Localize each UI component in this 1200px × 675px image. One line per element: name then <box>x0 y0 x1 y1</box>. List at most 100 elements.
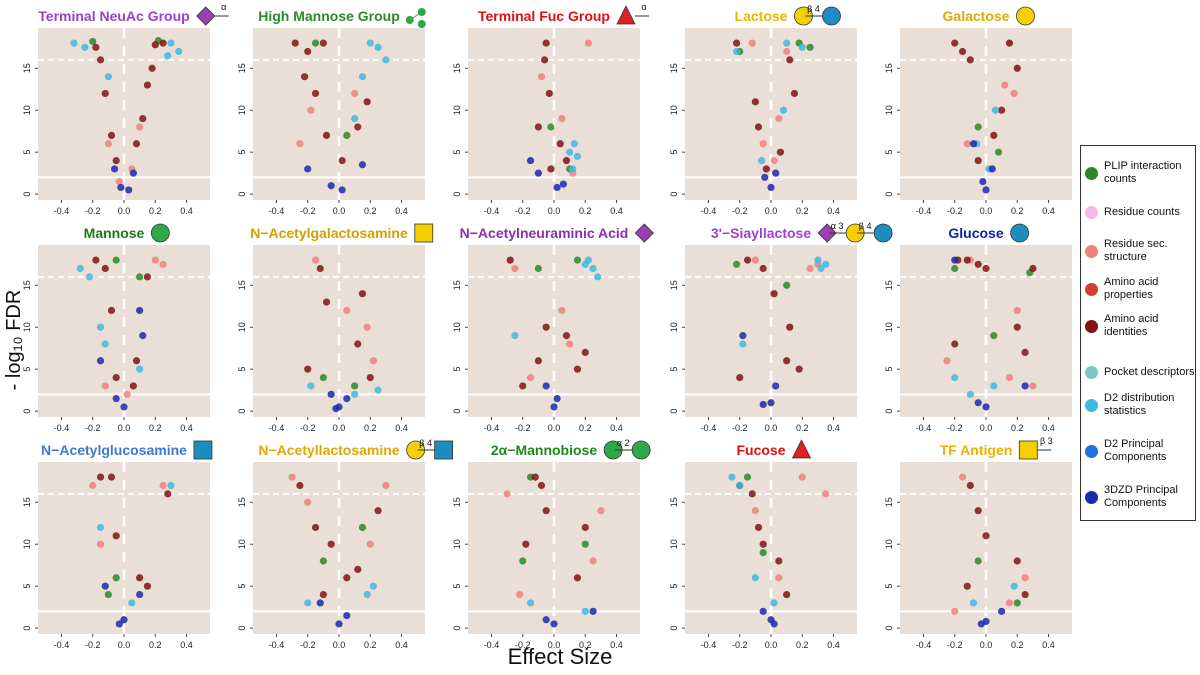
x-tick-label: 0.2 <box>149 206 162 216</box>
point <box>751 574 759 582</box>
point <box>770 599 778 607</box>
point <box>772 382 780 390</box>
legend-swatch <box>1085 282 1098 296</box>
point <box>319 373 327 382</box>
point <box>943 357 951 365</box>
point <box>1013 306 1021 315</box>
linkage-label: α <box>221 2 226 12</box>
point <box>112 373 120 382</box>
point <box>584 39 593 47</box>
x-tick-label: 0.0 <box>118 640 131 650</box>
y-tick-label: 10 <box>22 322 32 332</box>
point <box>775 574 783 582</box>
x-tick-label: -0.4 <box>916 640 932 650</box>
point <box>1013 64 1021 72</box>
x-tick-label: -0.2 <box>947 423 963 433</box>
point <box>977 620 985 628</box>
point <box>311 523 320 532</box>
plot-background <box>38 245 210 417</box>
point <box>139 115 147 123</box>
point <box>963 256 971 264</box>
point <box>594 273 602 281</box>
point <box>736 481 744 490</box>
point <box>733 47 741 56</box>
point <box>728 473 736 481</box>
point <box>101 89 109 98</box>
point <box>1029 382 1037 390</box>
point <box>1013 557 1021 565</box>
point <box>335 620 343 628</box>
point <box>1005 373 1014 382</box>
point <box>107 473 116 481</box>
legend-item: D2 Principal Components <box>1085 438 1195 464</box>
point <box>139 332 147 340</box>
x-tick-label: -0.4 <box>916 206 932 216</box>
panel-title: High Mannose Group <box>258 8 400 24</box>
point <box>736 373 744 382</box>
point <box>958 473 967 481</box>
point <box>351 382 359 390</box>
plot-background <box>38 462 210 634</box>
point <box>534 169 542 177</box>
y-tick-label: 0 <box>452 626 462 631</box>
y-tick-label: 10 <box>884 322 894 332</box>
x-tick-label: -0.2 <box>300 206 316 216</box>
plot-background <box>900 28 1072 200</box>
legend-label: 3DZD Principal Components <box>1104 484 1178 509</box>
point <box>534 123 542 131</box>
x-tick-label: 0.4 <box>1042 423 1055 433</box>
point <box>759 140 767 148</box>
point <box>779 106 788 114</box>
point <box>307 106 315 114</box>
linkage-label: α 3 <box>831 221 844 231</box>
point <box>748 490 756 498</box>
point <box>542 39 550 47</box>
point <box>112 532 120 540</box>
point <box>990 332 998 340</box>
point <box>974 557 982 565</box>
point <box>570 140 578 148</box>
legend-label: Pocket descriptors <box>1104 366 1195 378</box>
point <box>553 183 561 192</box>
x-tick-label: 0.4 <box>827 206 840 216</box>
point <box>511 332 519 340</box>
point <box>733 260 741 268</box>
point <box>562 332 571 340</box>
x-tick-label: -0.4 <box>269 423 285 433</box>
point <box>798 43 806 51</box>
glycan-icon <box>817 223 837 243</box>
y-tick-label: 5 <box>237 367 247 372</box>
point <box>541 56 549 64</box>
y-tick-label: 5 <box>237 584 247 589</box>
y-tick-label: 15 <box>452 280 462 290</box>
point <box>81 43 89 51</box>
point <box>363 323 371 331</box>
point <box>1021 348 1029 356</box>
point <box>382 56 390 64</box>
legend-swatch <box>1085 244 1098 258</box>
point <box>556 140 564 148</box>
legend-label: Amino acid properties <box>1104 276 1159 301</box>
linkage-label: β 3 <box>1040 436 1053 446</box>
panel-title: 2α−Mannobiose <box>491 442 597 458</box>
y-tick-label: 10 <box>22 539 32 549</box>
x-tick-label: 0.2 <box>796 206 809 216</box>
glycan-icon <box>631 440 651 460</box>
point <box>542 382 550 390</box>
point <box>101 264 109 273</box>
point <box>343 574 351 582</box>
x-tick-label: 0.4 <box>180 423 193 433</box>
point <box>1005 39 1014 47</box>
plot-background <box>900 462 1072 634</box>
point <box>112 574 120 582</box>
y-tick-label: 5 <box>669 584 679 589</box>
point <box>951 340 959 348</box>
point <box>798 473 806 481</box>
point <box>89 481 97 490</box>
y-tick-label: 10 <box>669 539 679 549</box>
y-tick-label: 5 <box>884 150 894 155</box>
x-tick-label: 0.2 <box>149 423 162 433</box>
x-tick-label: -0.2 <box>947 640 963 650</box>
y-tick-label: 15 <box>237 280 247 290</box>
x-tick-label: 0.4 <box>610 423 623 433</box>
